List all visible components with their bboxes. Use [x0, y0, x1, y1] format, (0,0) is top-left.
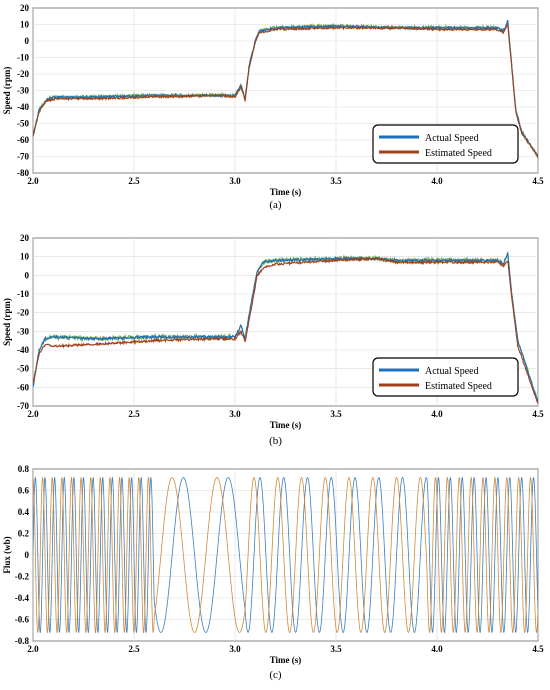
chart-1: 2.0 2.5 3.0 3.5 4.0 4.5 20 10 0 -10 -20 -30 -40 -50 -6… [2, 3, 544, 211]
x-tick-label: 3.0 [229, 409, 241, 419]
x-tick-label: 3.5 [330, 644, 342, 654]
y-tick-label: -30 [17, 86, 29, 96]
flux-trace-b [33, 476, 538, 634]
series-line-estimated-speed [33, 22, 538, 158]
y-tick-label: -50 [17, 364, 29, 374]
x-tick-label: 4.0 [431, 176, 443, 186]
y-tick-label: -40 [17, 345, 29, 355]
y-tick-label: -30 [17, 326, 29, 336]
y-tick-label: -0.2 [15, 572, 30, 582]
y-tick-label: 0 [25, 270, 30, 280]
y-tick-label: -0.8 [15, 636, 30, 646]
data-layer [33, 476, 538, 634]
series-line-actual-speed [33, 20, 538, 157]
y-tick-label: 10 [20, 252, 30, 262]
y-tick-label: -10 [17, 53, 29, 63]
y-tick-label: -80 [17, 168, 29, 178]
x-axis-label: Time (s) [270, 655, 302, 665]
y-tick-label: -50 [17, 119, 29, 129]
flux-trace-a [33, 476, 538, 634]
chart-caption: (c) [269, 669, 282, 681]
x-tick-label: 2.0 [27, 409, 39, 419]
y-axis-label: Speed (rpm) [2, 298, 12, 346]
y-tick-label: -60 [17, 135, 29, 145]
y-tick-label: 0.4 [18, 507, 30, 517]
chart-caption: (b) [269, 435, 282, 447]
y-tick-label: -70 [17, 152, 29, 162]
x-tick-label: 2.5 [128, 644, 140, 654]
y-tick-label: -0.6 [15, 615, 30, 625]
y-tick-label: -20 [17, 69, 29, 79]
x-tick-label: 4.5 [532, 176, 544, 186]
x-tick-label: 4.0 [431, 409, 443, 419]
y-axis-label: Speed (rpm) [2, 67, 12, 115]
x-tick-label: 3.0 [229, 644, 241, 654]
y-tick-label: 0 [25, 550, 30, 560]
data-layer [33, 251, 538, 404]
data-layer [33, 20, 538, 159]
legend-label: Estimated Speed [425, 381, 492, 392]
legend-label: Estimated Speed [425, 148, 492, 159]
y-tick-label: -60 [17, 382, 29, 392]
x-axis-label: Time (s) [270, 420, 302, 430]
legend: Actual Speed Estimated Speed [372, 357, 519, 397]
y-tick-label: -10 [17, 289, 29, 299]
series-line-actual-speed [33, 252, 538, 403]
chart-3: 2.0 2.5 3.0 3.5 4.0 4.5 0.8 0.6 0.4 0.2 0 -0.2 -0.4 -… [2, 464, 544, 681]
x-tick-label: 2.0 [27, 176, 39, 186]
x-axis-label: Time (s) [270, 187, 302, 197]
y-tick-label: -0.4 [15, 593, 30, 603]
x-tick-label: 4.5 [532, 644, 544, 654]
y-tick-label: 0.8 [18, 464, 30, 474]
y-tick-label: 0 [25, 36, 30, 46]
series-line-estimated-speed [33, 256, 538, 404]
x-tick-label: 3.0 [229, 176, 241, 186]
y-tick-label: 0.6 [18, 486, 30, 496]
y-tick-label: -20 [17, 308, 29, 318]
chart-2: 2.0 2.5 3.0 3.5 4.0 4.5 20 10 0 -10 -20 -30 -40 -50 -6… [2, 233, 544, 447]
y-tick-label: -40 [17, 102, 29, 112]
y-tick-label: 20 [20, 233, 30, 243]
y-tick-label: 20 [20, 3, 30, 13]
y-tick-label: -70 [17, 401, 29, 411]
x-tick-label: 4.0 [431, 644, 443, 654]
y-tick-label: 10 [20, 20, 30, 30]
x-tick-label: 3.5 [330, 409, 342, 419]
y-axis-label: Flux (wb) [2, 536, 12, 573]
x-tick-label: 2.0 [27, 644, 39, 654]
y-tick-label: 0.2 [18, 529, 30, 539]
legend-label: Actual Speed [425, 366, 479, 377]
x-tick-label: 3.5 [330, 176, 342, 186]
chart-caption: (a) [269, 199, 282, 211]
x-tick-label: 2.5 [128, 176, 140, 186]
legend: Actual Speed Estimated Speed [372, 124, 519, 164]
legend-label: Actual Speed [425, 133, 479, 144]
x-tick-label: 2.5 [128, 409, 140, 419]
x-tick-label: 4.5 [532, 409, 544, 419]
